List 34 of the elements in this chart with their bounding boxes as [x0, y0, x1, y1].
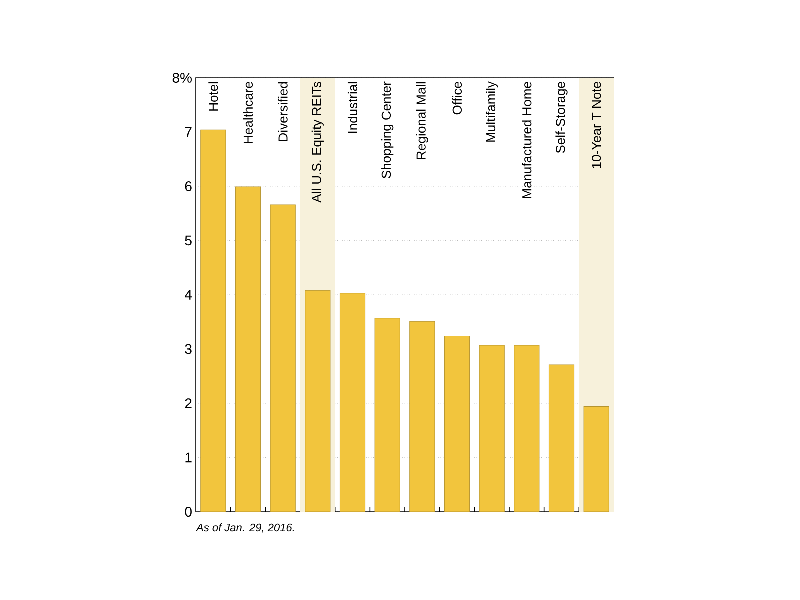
bar [305, 290, 331, 512]
y-tick-label: 4 [185, 290, 192, 300]
x-tick-label: All U.S. Equity REITs [312, 82, 324, 203]
x-tick-label: Manufactured Home [522, 82, 532, 198]
y-tick-label: 8% [172, 73, 192, 83]
y-tick-label: 6 [185, 182, 192, 192]
y-tick-label: 2 [185, 398, 192, 408]
x-tick-label: Diversified [278, 82, 288, 142]
bar [374, 318, 400, 512]
bar [444, 336, 470, 512]
bar [270, 204, 296, 512]
bar [340, 293, 366, 512]
bar [584, 406, 610, 512]
bar [479, 345, 505, 512]
bar [235, 186, 262, 512]
y-tick-label: 5 [185, 236, 192, 246]
x-tick-label: Office [452, 82, 462, 115]
x-tick-label: Shopping Center [382, 82, 394, 179]
x-tick-label: Regional Mall [416, 82, 428, 160]
x-tick-label: Multifamily [486, 82, 498, 142]
x-tick-label: 10-Year T Note [592, 82, 602, 168]
x-tick-label: Self-Storage [556, 82, 568, 154]
bar [200, 130, 226, 512]
y-tick-label: 1 [186, 452, 192, 463]
bar [514, 345, 540, 512]
y-tick-label: 0 [185, 507, 192, 517]
bar [548, 364, 575, 512]
x-tick-label: Healthcare [243, 82, 254, 144]
text: As of Jan. 29, 2016. [196, 524, 294, 533]
y-tick-label: 3 [185, 344, 192, 354]
x-tick-label: Hotel [208, 82, 218, 111]
y-tick-label: 7 [185, 127, 192, 138]
bar [410, 321, 436, 512]
x-tick-label: Industrial [348, 82, 358, 134]
